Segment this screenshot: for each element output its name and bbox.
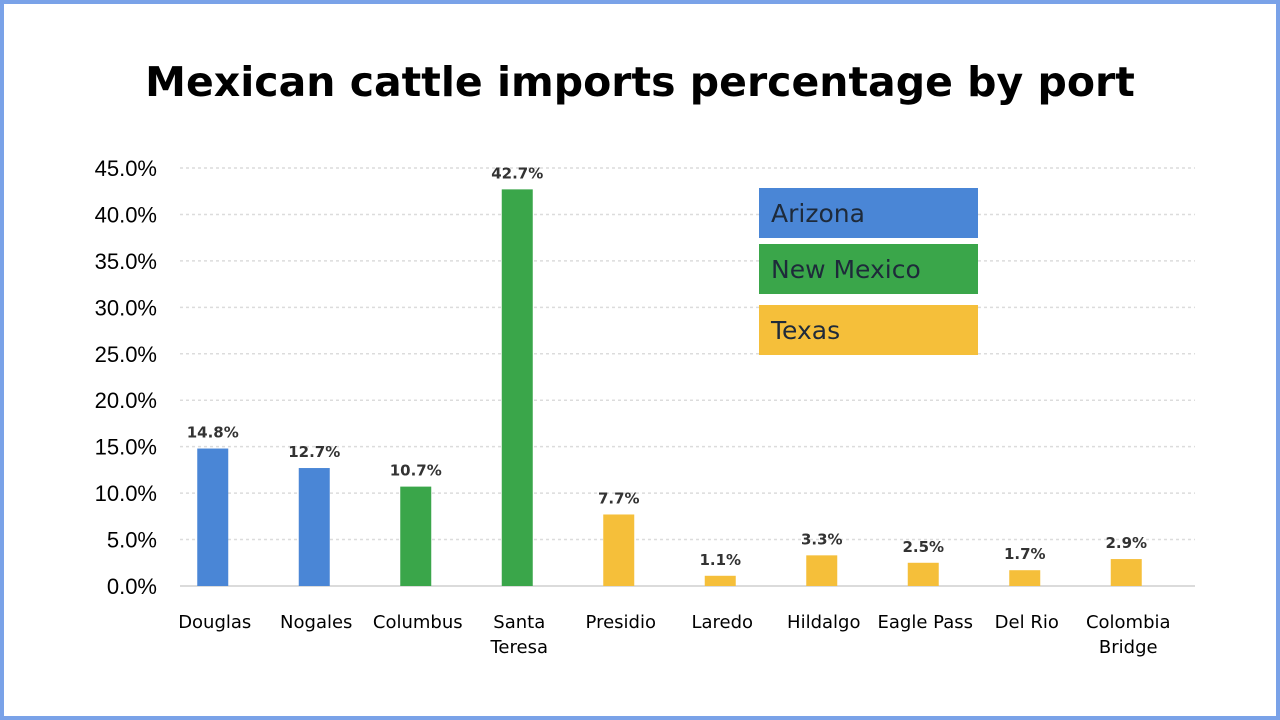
data-label: 2.5% <box>902 538 944 556</box>
bar <box>806 555 838 586</box>
legend-swatch <box>759 188 978 238</box>
bars <box>197 189 1142 586</box>
y-tick-label: 10.0% <box>95 481 157 506</box>
x-tick-label: Laredo <box>691 612 753 633</box>
y-tick-label: 30.0% <box>95 295 157 320</box>
y-tick-label: 5.0% <box>107 528 157 553</box>
y-tick-label: 40.0% <box>95 202 157 227</box>
bar <box>704 575 736 586</box>
bar <box>298 468 330 586</box>
y-tick-label: 35.0% <box>95 249 157 274</box>
bar <box>1009 570 1041 586</box>
legend: Arizona New Mexico Texas <box>759 188 978 355</box>
data-label: 42.7% <box>491 164 543 182</box>
legend-swatch <box>759 244 978 294</box>
legend-label: Texas <box>770 316 840 345</box>
y-tick-label: 15.0% <box>95 435 157 460</box>
data-label: 1.7% <box>1004 545 1046 563</box>
bar <box>603 514 635 586</box>
legend-label: New Mexico <box>771 255 921 284</box>
bar <box>197 448 229 586</box>
data-label: 7.7% <box>598 489 640 507</box>
legend-swatch <box>759 305 978 355</box>
data-labels: 14.8% 12.7% 10.7% 42.7% 7.7% 1.1% 3.3% 2.5% 1.7%… <box>187 164 1147 568</box>
data-label: 2.9% <box>1105 534 1147 552</box>
data-label: 1.1% <box>699 551 741 569</box>
y-axis-ticks: 0.0% 5.0% 10.0% 15.0% 20.0% 25.0% 30.0% 35.0% 40… <box>95 156 157 599</box>
bar <box>907 562 939 586</box>
data-label: 10.7% <box>390 462 442 480</box>
y-tick-label: 25.0% <box>95 342 157 367</box>
x-tick-label: Eagle Pass <box>878 612 973 633</box>
x-tick-label: Teresa <box>490 637 549 658</box>
x-tick-label: Columbus <box>373 612 463 633</box>
chart-title: Mexican cattle imports percentage by por… <box>145 58 1135 106</box>
x-tick-label: Hildalgo <box>787 612 860 633</box>
x-tick-label: Colombia <box>1086 612 1171 633</box>
legend-label: Arizona <box>771 199 865 228</box>
x-tick-label: Presidio <box>586 612 656 633</box>
y-tick-label: 0.0% <box>107 574 157 599</box>
bar <box>501 189 533 586</box>
data-label: 3.3% <box>801 530 843 548</box>
x-tick-label: Del Rio <box>995 612 1059 633</box>
y-tick-label: 20.0% <box>95 388 157 413</box>
bar <box>400 486 432 586</box>
bar <box>1110 559 1142 586</box>
x-tick-label: Douglas <box>178 612 251 633</box>
data-label: 12.7% <box>288 443 340 461</box>
x-tick-label: Santa <box>493 612 545 633</box>
x-tick-label: Bridge <box>1099 637 1158 658</box>
gridlines <box>180 167 1195 587</box>
y-tick-label: 45.0% <box>95 156 157 181</box>
x-tick-label: Nogales <box>280 612 352 633</box>
x-axis-ticks: Douglas Nogales Columbus Santa Teresa Presidi… <box>178 612 1170 658</box>
data-label: 14.8% <box>187 424 239 442</box>
